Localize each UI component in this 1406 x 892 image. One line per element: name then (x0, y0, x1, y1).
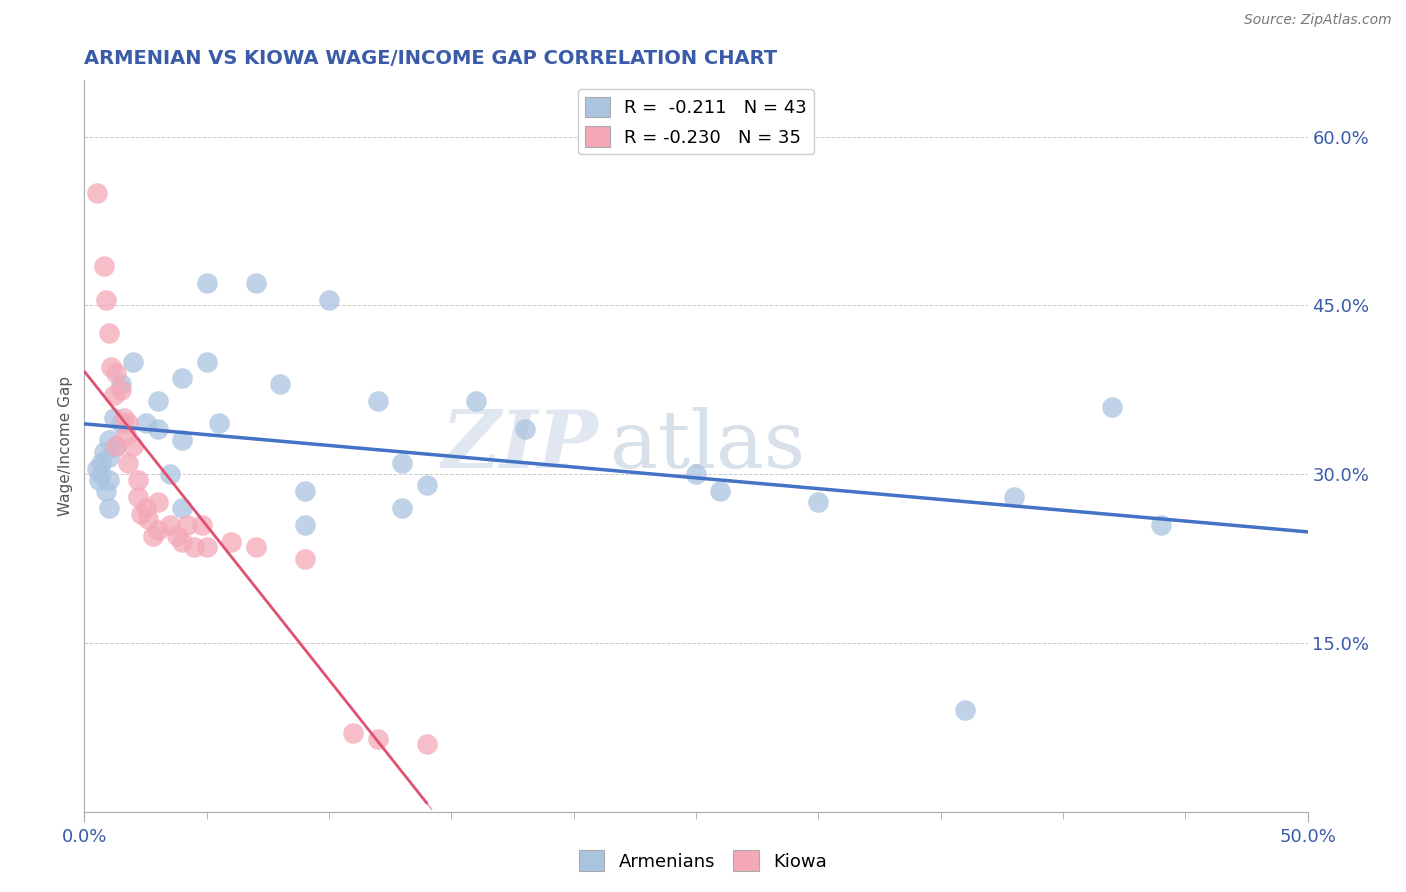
Point (195, 354, 218, 368)
Point (294, 517, 316, 532)
Point (807, 495, 830, 509)
Point (86, 461, 108, 475)
Point (105, 439, 128, 453)
Point (122, 439, 145, 453)
Text: ZIP: ZIP (441, 408, 598, 484)
Point (146, 394, 169, 409)
Point (105, 439, 128, 453)
Point (1101, 400, 1123, 414)
Point (90, 456, 112, 470)
Point (127, 473, 149, 487)
Point (172, 500, 194, 515)
Point (245, 541, 267, 555)
Point (176, 517, 198, 532)
Point (342, 726, 364, 740)
Point (195, 541, 218, 555)
Point (183, 541, 205, 555)
Point (96, 483, 118, 498)
Point (159, 517, 181, 532)
Point (100, 360, 122, 375)
Point (93, 444, 115, 458)
Point (117, 417, 139, 431)
Point (146, 495, 169, 509)
Point (172, 371, 194, 385)
Point (115, 427, 138, 442)
Point (318, 293, 340, 307)
Point (1002, 490, 1025, 504)
Point (416, 737, 439, 751)
Point (953, 703, 976, 717)
Point (97, 500, 120, 515)
Point (685, 467, 707, 482)
Point (87, 473, 110, 487)
Point (416, 478, 439, 492)
Point (97, 434, 120, 448)
Text: Source: ZipAtlas.com: Source: ZipAtlas.com (1244, 13, 1392, 28)
Point (112, 410, 135, 425)
Point (464, 394, 486, 409)
Point (97, 450, 120, 465)
Point (245, 276, 267, 290)
Point (219, 534, 242, 549)
Point (127, 490, 149, 504)
Point (391, 500, 413, 515)
Point (96, 293, 118, 307)
Point (97, 473, 120, 487)
Point (146, 422, 169, 436)
Point (103, 388, 125, 402)
Legend: Armenians, Kiowa: Armenians, Kiowa (572, 843, 834, 879)
Point (159, 467, 181, 482)
Point (122, 354, 145, 368)
Point (103, 410, 125, 425)
Point (90, 467, 112, 482)
Point (86, 186, 108, 200)
Text: ARMENIAN VS KIOWA WAGE/INCOME GAP CORRELATION CHART: ARMENIAN VS KIOWA WAGE/INCOME GAP CORREL… (84, 48, 778, 68)
Point (146, 524, 169, 538)
Point (110, 417, 132, 431)
Point (513, 422, 536, 436)
Point (142, 529, 165, 543)
Text: atlas: atlas (610, 407, 806, 485)
Point (110, 383, 132, 397)
Point (172, 434, 194, 448)
Legend: R =  -0.211   N = 43, R = -0.230   N = 35: R = -0.211 N = 43, R = -0.230 N = 35 (578, 89, 814, 154)
Point (191, 517, 214, 532)
Point (1150, 517, 1173, 532)
Point (110, 377, 132, 392)
Point (709, 483, 731, 498)
Point (294, 483, 316, 498)
Point (129, 507, 152, 521)
Point (208, 417, 231, 431)
Point (135, 417, 157, 431)
Y-axis label: Wage/Income Gap: Wage/Income Gap (58, 376, 73, 516)
Point (269, 377, 291, 392)
Point (93, 259, 115, 273)
Point (294, 551, 316, 566)
Point (97, 326, 120, 341)
Point (367, 394, 389, 409)
Point (117, 456, 139, 470)
Point (166, 529, 188, 543)
Point (367, 731, 389, 746)
Point (195, 276, 218, 290)
Point (136, 512, 159, 526)
Point (135, 500, 157, 515)
Point (105, 366, 128, 380)
Point (391, 456, 413, 470)
Point (172, 534, 194, 549)
